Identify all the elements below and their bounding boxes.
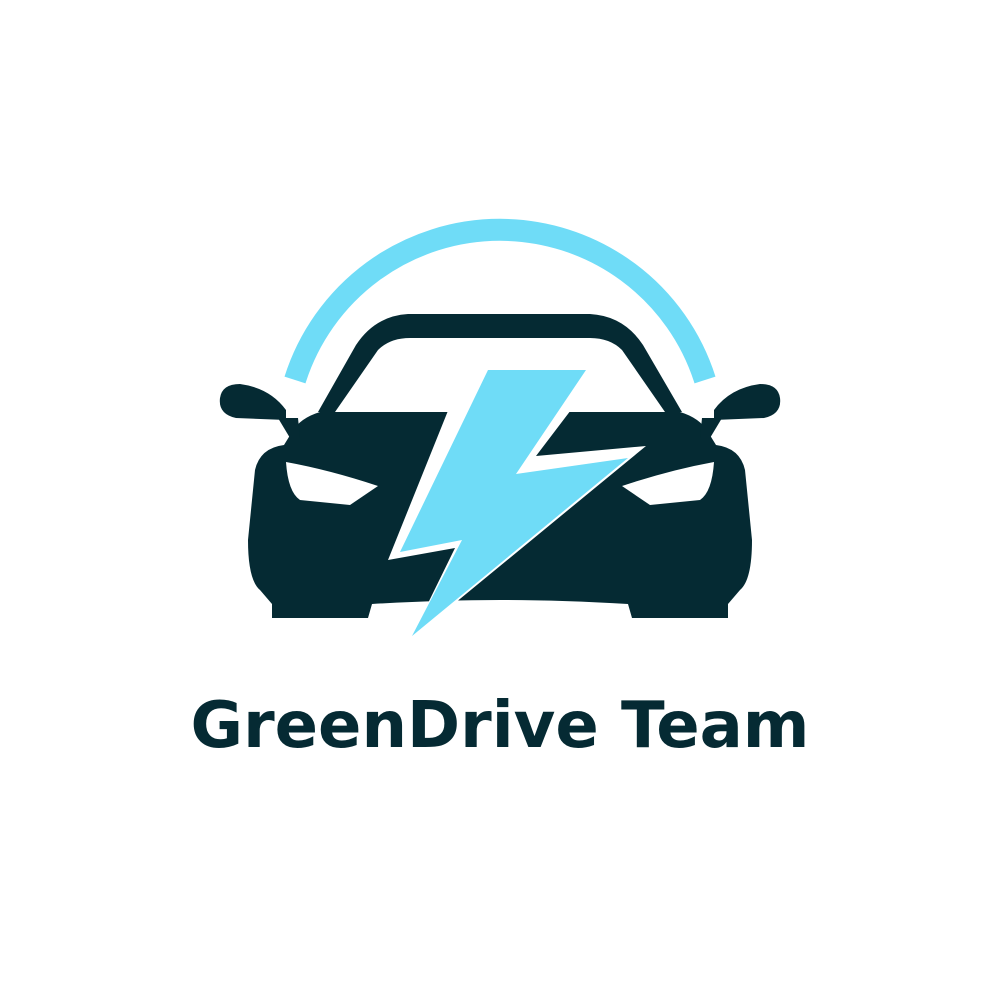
right-headlight-icon (622, 462, 714, 505)
brand-name: GreenDrive Team (190, 689, 810, 763)
signal-arc-icon (284, 218, 716, 384)
left-headlight-icon (286, 462, 378, 505)
lightning-bolt-icon (400, 370, 628, 636)
